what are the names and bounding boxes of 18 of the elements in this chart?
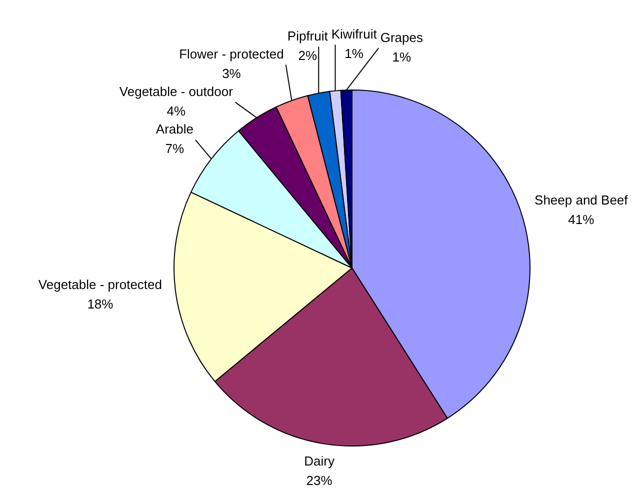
data-label: 1% xyxy=(344,46,364,61)
slice-label: Vegetable - protected xyxy=(38,276,162,292)
slice-label: Kiwifruit xyxy=(331,26,378,42)
data-label: 7% xyxy=(165,141,185,156)
slice-label: Vegetable - outdoor xyxy=(119,84,234,99)
slice-label: Dairy xyxy=(304,454,335,468)
slice-label: Sheep and Beef xyxy=(534,192,628,208)
slice-label: Flower - protected xyxy=(179,46,284,62)
slice-label: Arable xyxy=(156,122,194,137)
data-label: 1% xyxy=(392,49,412,64)
slice-label: Grapes xyxy=(380,30,424,45)
data-label: 2% xyxy=(298,48,318,63)
data-label: 41% xyxy=(568,212,595,227)
data-label: 23% xyxy=(306,473,333,488)
slice-label: Pipfruit xyxy=(287,28,328,44)
data-label: 18% xyxy=(87,296,114,312)
data-label: 4% xyxy=(166,103,186,118)
data-label: 3% xyxy=(222,66,242,81)
